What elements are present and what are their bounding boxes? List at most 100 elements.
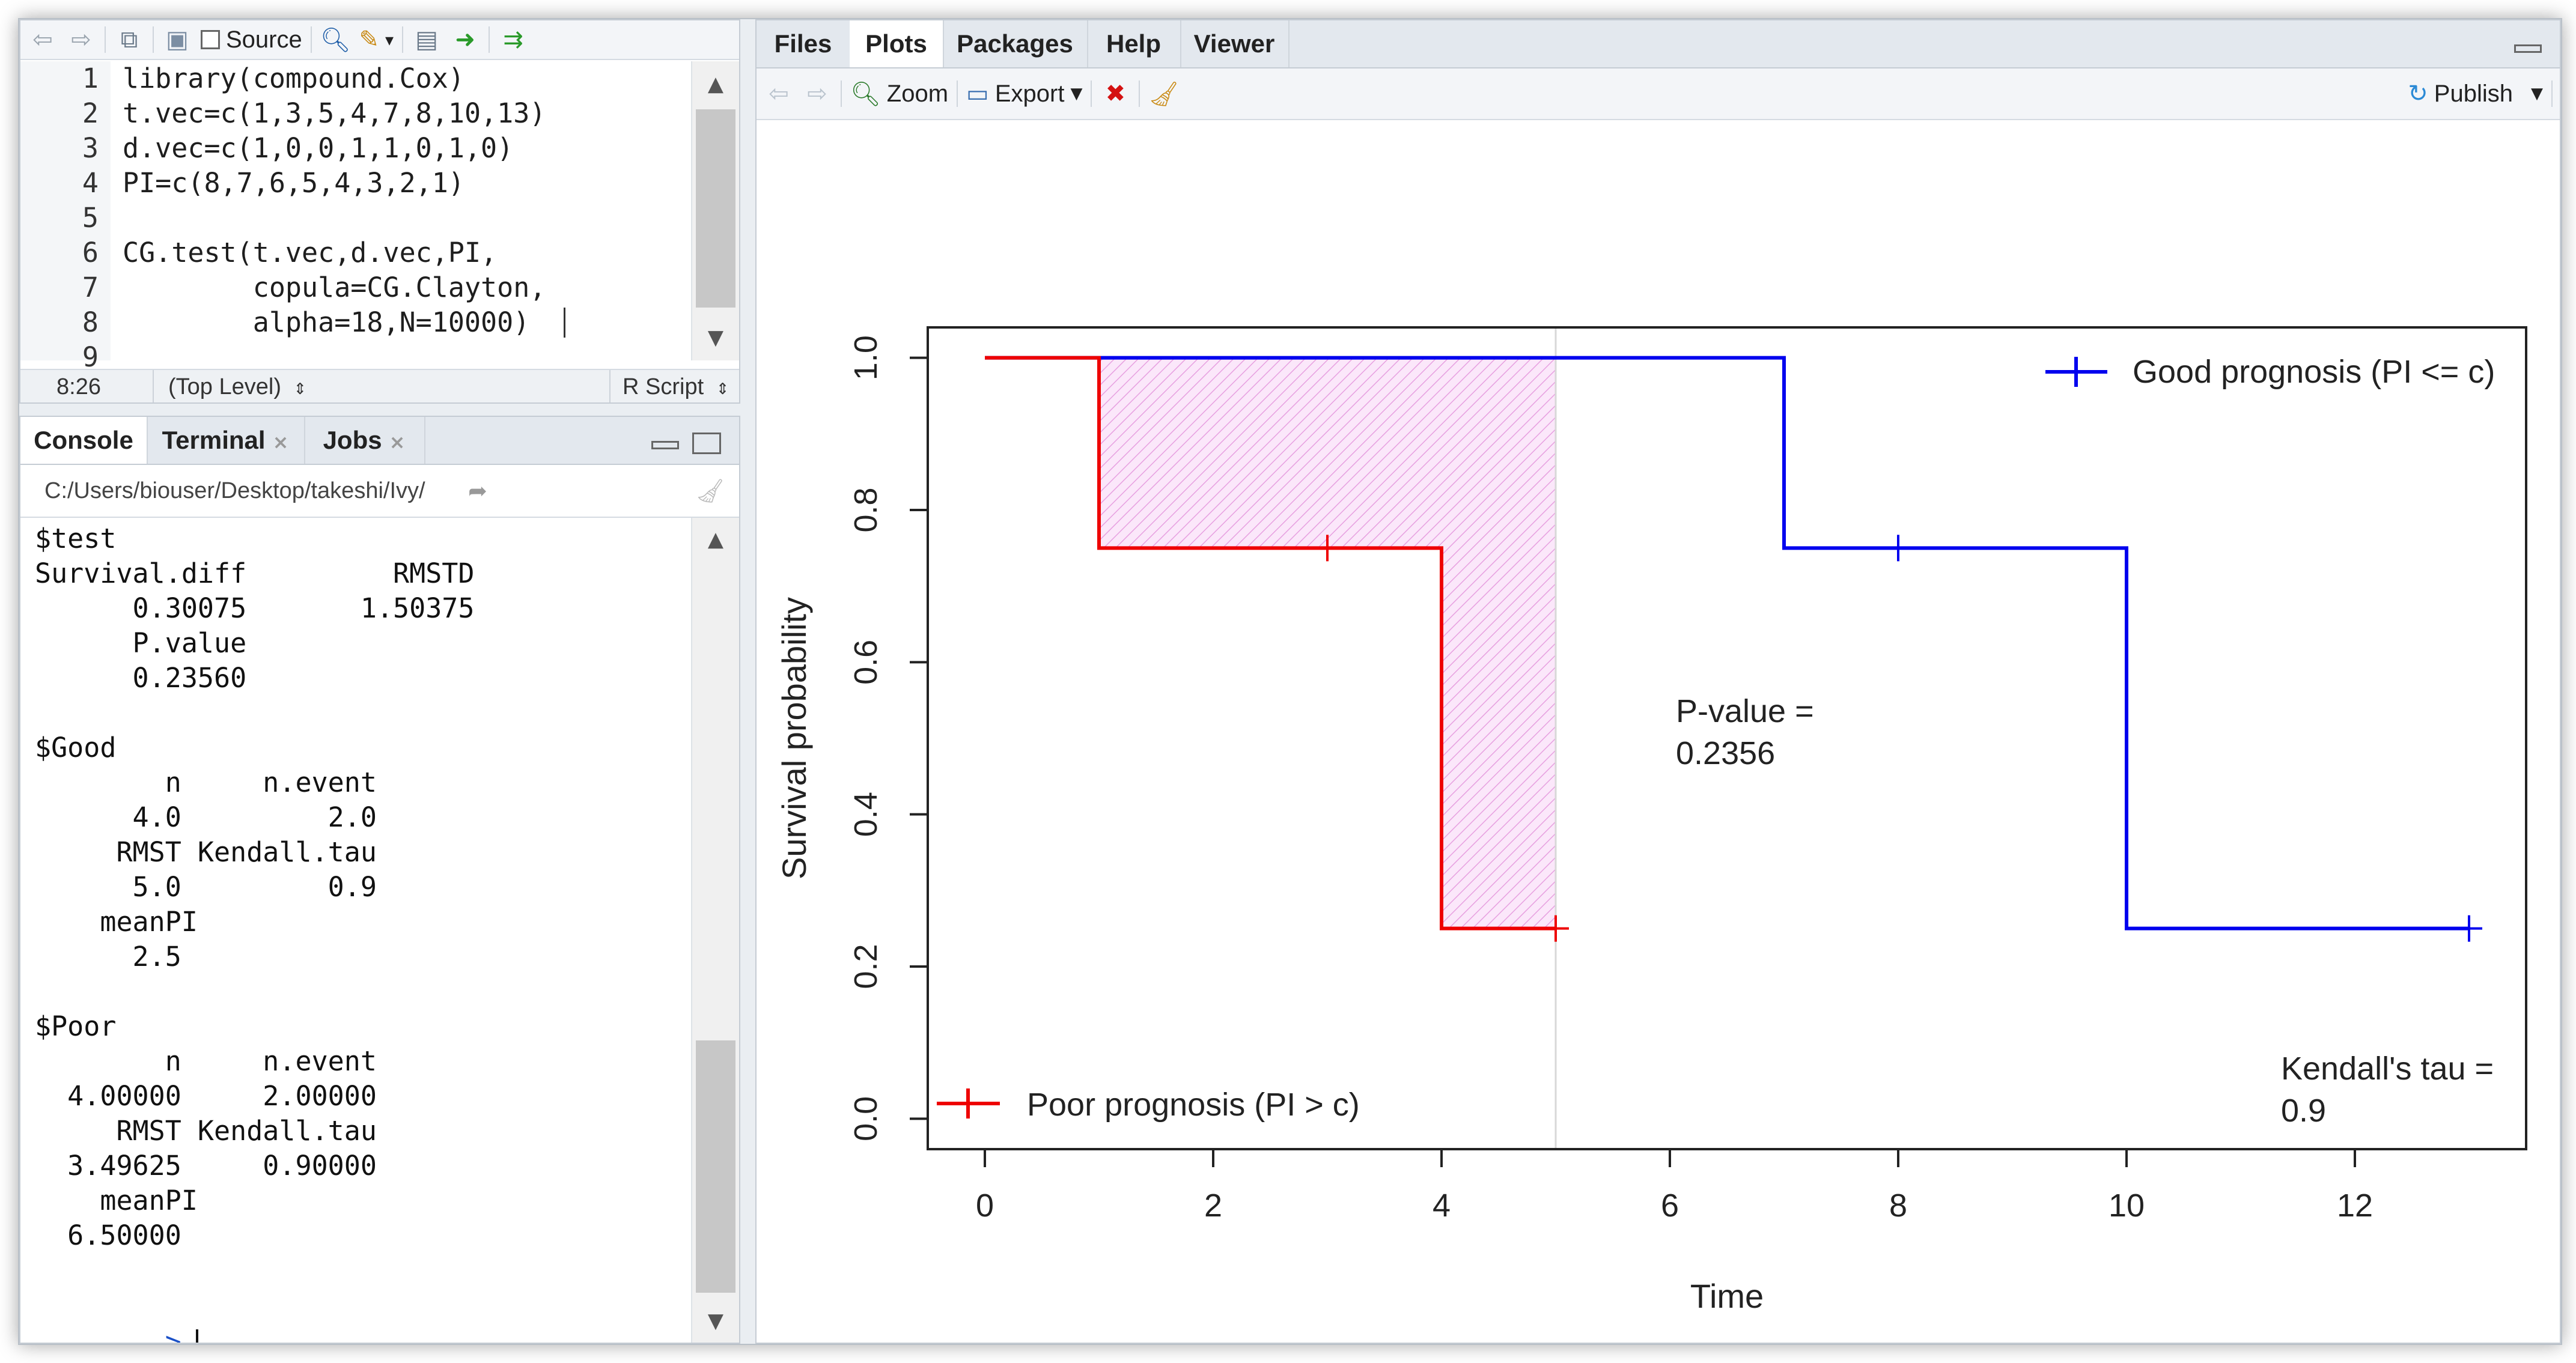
tab-jobs[interactable]: Jobs × (304, 417, 425, 464)
code-tools-wand-icon[interactable]: ✎ ▾ (359, 26, 394, 53)
previous-plot-icon[interactable]: ⇦ (769, 80, 789, 108)
console-output-line: 0.30075 1.50375 (35, 592, 475, 624)
code-line[interactable]: 3 d.vec=c(1,0,0,1,1,0,1,0) (20, 131, 681, 166)
console-output-line: 4.0 2.0 (35, 801, 377, 833)
scroll-down-arrow-icon[interactable]: ▼ (707, 1309, 724, 1333)
x-axis-title: Time (1690, 1277, 1764, 1315)
source-on-save-label: Source (226, 26, 302, 53)
toolbar-divider (1091, 80, 1092, 107)
zoom-button[interactable]: 🔍︎ Zoom (850, 79, 948, 109)
search-icon[interactable]: 🔍︎ (320, 26, 351, 54)
tab-plots[interactable]: Plots (850, 20, 944, 67)
console-output-line: 3.49625 0.90000 (35, 1150, 377, 1182)
export-icon: ▭ (966, 80, 989, 108)
export-label: Export (994, 80, 1065, 107)
line-number: 1 (82, 62, 99, 94)
console-scrollbar[interactable]: ▲ ▼ (691, 518, 739, 1343)
rmst-difference-shading (1099, 357, 1556, 929)
working-directory-bar: C:/Users/biouser/Desktop/takeshi/Ivy/ ➦ … (20, 465, 739, 518)
line-number: 3 (82, 132, 99, 164)
source-on-save-checkbox[interactable]: Source (201, 25, 302, 55)
compile-report-icon[interactable]: ▤ (415, 26, 438, 53)
scroll-down-arrow-icon[interactable]: ▼ (707, 326, 724, 350)
viewer-tabs: Files Plots Packages Help Viewer (757, 20, 2560, 68)
show-in-window-icon[interactable]: ⧉ (120, 26, 138, 53)
filetype-label: R Script (623, 374, 704, 399)
poor-prognosis-curve (985, 356, 1556, 930)
updown-caret-icon: ⇕ (293, 380, 307, 398)
save-icon[interactable]: ▣ (166, 26, 189, 53)
close-icon[interactable]: × (272, 431, 289, 454)
console-output[interactable]: $test Survival.diff RMSTD 0.30075 1.50375… (20, 518, 691, 1343)
code-text: library(compound.Cox) (123, 62, 464, 94)
remove-plot-button[interactable]: ✖ (1100, 79, 1130, 109)
run-line-icon[interactable]: ➜ (455, 26, 475, 53)
tab-files[interactable]: Files (757, 20, 851, 67)
source-pane: ⇦ ⇨ ⧉ ▣ Source 🔍︎ ✎ ▾ ▤ ➜ ⇉ 1 library(comp… (19, 19, 740, 404)
code-line[interactable]: 6 CG.test(t.vec,d.vec,PI, (20, 235, 681, 270)
code-editor[interactable]: 1 library(compound.Cox) 2 t.vec=c(1,3,5,4,7… (20, 61, 691, 373)
code-line[interactable]: 7 copula=CG.Clayton, (20, 270, 681, 305)
editor-scrollbar[interactable]: ▲ ▼ (691, 61, 739, 360)
console-pane: Console Terminal × Jobs × C:/Users/biouser… (19, 416, 740, 1344)
back-arrow-icon[interactable]: ⇦ (32, 26, 53, 53)
tab-terminal[interactable]: Terminal × (147, 417, 305, 464)
text-cursor (564, 308, 565, 338)
console-prompt-line[interactable]: > (35, 1290, 198, 1343)
console-scrollbar-thumb[interactable] (696, 1040, 735, 1293)
y-tick-label: 0.4 (848, 792, 884, 837)
next-plot-icon[interactable]: ⇨ (807, 80, 827, 108)
kendall-tau-value: 0.9 (2281, 1093, 2326, 1129)
toolbar-divider (2551, 80, 2553, 107)
censor-mark (1885, 535, 1911, 562)
code-line[interactable]: 1 library(compound.Cox) (20, 61, 681, 96)
clear-plots-broom-icon[interactable]: 🧹︎ (1148, 80, 1180, 108)
line-number: 5 (82, 202, 99, 234)
line-number: 9 (82, 341, 99, 373)
x-tick-label: 8 (1889, 1188, 1907, 1224)
chevron-down-icon: ▼ (2531, 85, 2543, 103)
tab-help[interactable]: Help (1087, 20, 1181, 67)
go-to-directory-arrow-icon[interactable]: ➦ (468, 478, 487, 504)
console-output-line: meanPI (35, 906, 198, 938)
close-icon[interactable]: × (389, 431, 406, 454)
console-output-line: meanPI (35, 1185, 198, 1216)
tab-packages[interactable]: Packages (943, 20, 1088, 67)
tab-console[interactable]: Console (20, 417, 148, 464)
scroll-up-arrow-icon[interactable]: ▲ (707, 72, 724, 96)
code-line[interactable]: 4 PI=c(8,7,6,5,4,3,2,1) (20, 166, 681, 201)
minimize-pane-icon[interactable] (651, 441, 679, 449)
clear-console-broom-icon[interactable]: 🧹︎ (695, 478, 725, 504)
scroll-up-arrow-icon[interactable]: ▲ (707, 527, 724, 551)
toolbar-divider (105, 26, 106, 53)
kendall-tau-label: Kendall's tau = (2281, 1051, 2494, 1087)
line-number: 2 (82, 97, 99, 129)
export-button[interactable]: ▭ Export ▼ (966, 79, 1082, 109)
zoom-label: Zoom (886, 80, 949, 107)
minimize-pane-icon[interactable] (2514, 44, 2542, 53)
console-output-line: 0.23560 (35, 662, 247, 694)
console-output-line: $Good (35, 732, 117, 763)
code-line[interactable]: 2 t.vec=c(1,3,5,4,7,8,10,13) (20, 96, 681, 131)
editor-scrollbar-thumb[interactable] (696, 109, 735, 308)
code-line[interactable]: 5 (20, 201, 681, 235)
tab-viewer[interactable]: Viewer (1180, 20, 1290, 67)
forward-arrow-icon[interactable]: ⇨ (71, 26, 91, 53)
code-line[interactable]: 8 alpha=18,N=10000) (20, 305, 681, 340)
console-output-line: RMST Kendall.tau (35, 836, 377, 868)
code-line[interactable]: 9 (20, 340, 681, 375)
scope-selector[interactable]: (Top Level) ⇕ (153, 370, 307, 402)
y-axis-title: Survival probability (775, 597, 813, 879)
chevron-down-icon: ▼ (1070, 85, 1083, 103)
console-output-line: n n.event (35, 766, 377, 798)
maximize-pane-icon[interactable] (692, 433, 721, 454)
console-tabs: Console Terminal × Jobs × (20, 417, 739, 465)
toolbar-divider (489, 26, 490, 53)
plot-area: 0 2 4 6 8 10 12 0.0 0.2 0.4 0.6 0.8 1.0 Time Surviva… (757, 121, 2560, 1343)
y-tick-label: 0.8 (848, 487, 884, 532)
filetype-selector[interactable]: R Script ⇕ (609, 370, 729, 402)
scope-label: (Top Level) (168, 374, 281, 399)
good-prognosis-curve (985, 356, 2469, 930)
publish-button[interactable]: ↻ Publish ▼ (2408, 79, 2543, 109)
source-file-icon[interactable]: ⇉ (503, 26, 523, 53)
